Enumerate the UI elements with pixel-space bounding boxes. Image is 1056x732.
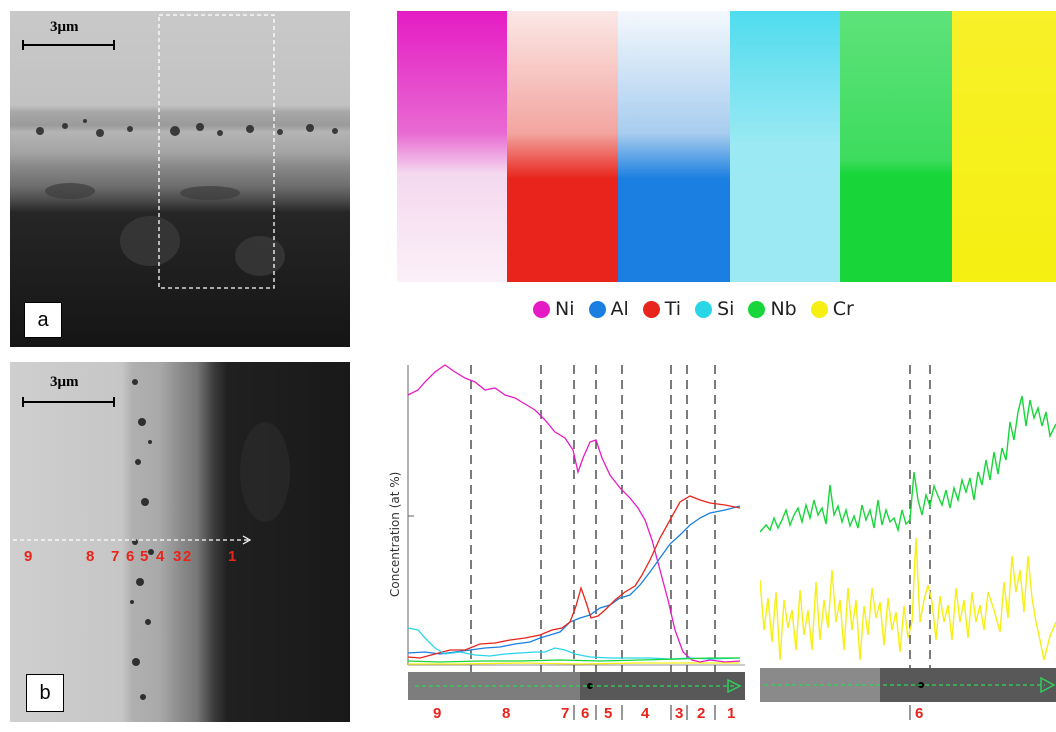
scale-bar-label-b: 3μm	[50, 374, 79, 390]
linescan-region-3: 3	[675, 705, 684, 722]
region-number-6: 6	[126, 548, 135, 565]
linescan-region-4: 4	[641, 705, 650, 722]
cr-map	[952, 11, 1056, 282]
sem-image-a: 3μm a	[10, 11, 350, 347]
nb-map	[840, 11, 952, 282]
scale-bar-label-a: 3μm	[50, 19, 79, 35]
sem-a-graphic	[10, 11, 350, 347]
region-number-8: 8	[86, 548, 95, 565]
legend-label-al: Al	[610, 298, 629, 320]
linescan-region-2: 2	[697, 705, 706, 722]
ti-map	[507, 11, 618, 282]
linescan-chart-nb-cr: 6	[759, 360, 1056, 727]
linescan-chart: Concentration (at %) 9 8 7 6 5 4 3 2 1	[380, 360, 750, 727]
sem-b-graphic	[10, 362, 350, 722]
region-number-7: 7	[111, 548, 120, 565]
linescan-region-1: 1	[727, 705, 736, 722]
y-axis-label: Concentration (at %)	[388, 471, 402, 597]
legend-dot-si	[695, 300, 713, 318]
region-number-1: 1	[228, 548, 237, 565]
region-number-2: 2	[183, 548, 192, 565]
region-number-3: 3	[173, 548, 182, 565]
legend-item-ni: Ni	[533, 298, 575, 320]
linescan-graphic	[407, 364, 745, 700]
legend-label-si: Si	[717, 298, 735, 320]
element-legend: Ni Al Ti Si Nb Cr	[533, 298, 860, 320]
si-map	[730, 11, 840, 282]
legend-label-nb: Nb	[770, 298, 797, 320]
panel-label-b: b	[26, 674, 64, 712]
legend-label-cr: Cr	[832, 298, 854, 320]
legend-dot-al	[588, 300, 606, 318]
legend-dot-ni	[533, 300, 550, 318]
legend-dot-nb	[748, 300, 766, 318]
region-number-4: 4	[156, 548, 165, 565]
legend-item-cr: Cr	[810, 298, 854, 320]
legend-dot-cr	[810, 300, 828, 318]
legend-label-ni: Ni	[555, 298, 575, 320]
sem-image-b: 3μm 9 8 7 6 5 4 3 2 1 b	[10, 362, 350, 722]
linescan-region-8: 8	[502, 705, 511, 722]
linescan-region-7: 7	[561, 705, 570, 722]
linescan-region-6: 6	[581, 705, 590, 722]
legend-label-ti: Ti	[664, 298, 682, 320]
region-number-5: 5	[140, 548, 149, 565]
right-linescan-region-6: 6	[915, 705, 924, 722]
linescan-region-9: 9	[433, 705, 442, 722]
region-number-9: 9	[24, 548, 33, 565]
linescan-nb-cr-graphic	[759, 365, 1056, 720]
al-map	[618, 11, 730, 282]
legend-item-nb: Nb	[748, 298, 797, 320]
element-maps	[397, 0, 1056, 300]
legend-dot-ti	[642, 300, 660, 318]
ni-map	[397, 11, 507, 282]
legend-item-ti: Ti	[642, 298, 682, 320]
element-maps-graphic	[397, 11, 1056, 282]
panel-label-a: a	[24, 302, 62, 338]
legend-item-al: Al	[588, 298, 629, 320]
linescan-region-5: 5	[604, 705, 613, 722]
legend-item-si: Si	[695, 298, 734, 320]
